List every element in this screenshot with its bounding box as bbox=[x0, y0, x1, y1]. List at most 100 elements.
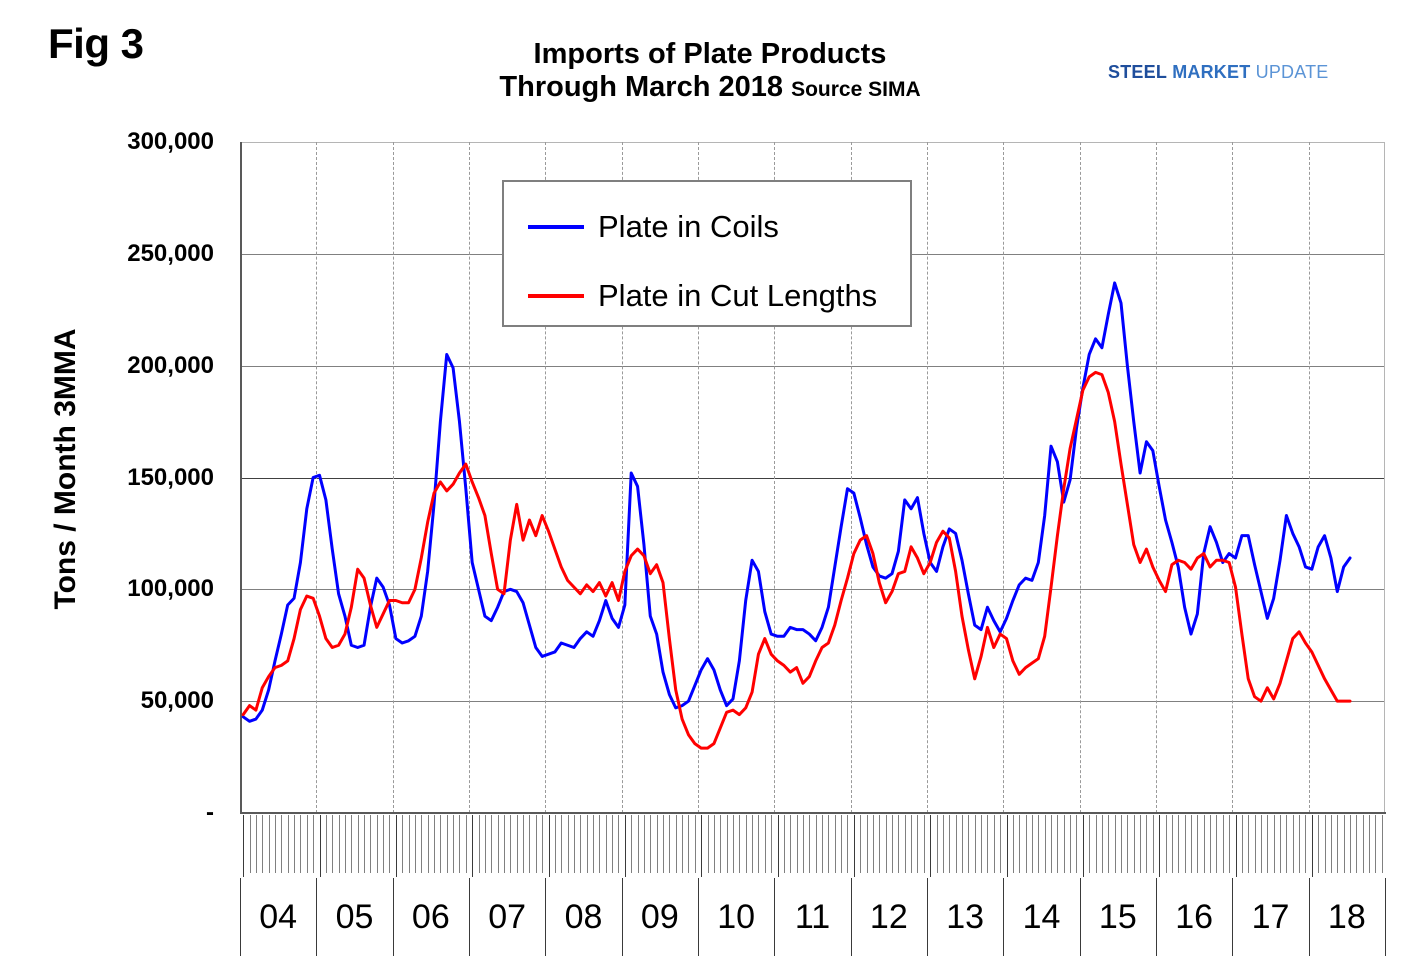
y-axis-tick-0: - bbox=[206, 799, 214, 826]
month-tick-167 bbox=[1305, 815, 1307, 873]
month-tick-84 bbox=[777, 815, 779, 877]
month-tick-13 bbox=[325, 815, 327, 873]
x-axis-label-06: 06 bbox=[411, 898, 450, 936]
month-tick-81 bbox=[758, 815, 760, 873]
month-tick-42 bbox=[510, 815, 512, 873]
vertical-gridline-10 bbox=[698, 142, 700, 813]
x-axis-label-08: 08 bbox=[564, 898, 603, 936]
month-tick-3 bbox=[262, 815, 264, 873]
month-tick-145 bbox=[1165, 815, 1167, 873]
month-tick-177 bbox=[1369, 815, 1371, 873]
x-axis-label-18: 18 bbox=[1327, 898, 1366, 936]
month-tick-51 bbox=[567, 815, 569, 873]
x-axis-label-15: 15 bbox=[1098, 898, 1137, 936]
month-tick-116 bbox=[981, 815, 983, 873]
month-tick-91 bbox=[822, 815, 824, 873]
month-tick-4 bbox=[268, 815, 270, 873]
x-axis-line bbox=[240, 812, 1386, 814]
month-tick-73 bbox=[707, 815, 709, 873]
month-tick-25 bbox=[402, 815, 404, 873]
month-tick-58 bbox=[612, 815, 614, 873]
vertical-gridline-18 bbox=[1308, 142, 1311, 813]
month-tick-57 bbox=[605, 815, 607, 873]
plot-top-border bbox=[240, 142, 1385, 143]
month-tick-26 bbox=[408, 815, 410, 873]
x-label-separator-05 bbox=[316, 878, 318, 956]
month-tick-142 bbox=[1146, 815, 1148, 873]
month-tick-106 bbox=[917, 815, 919, 873]
month-tick-19 bbox=[364, 815, 366, 873]
month-tick-67 bbox=[669, 815, 671, 873]
month-tick-47 bbox=[542, 815, 544, 873]
month-tick-8 bbox=[294, 815, 296, 873]
month-tick-110 bbox=[942, 815, 944, 873]
month-tick-40 bbox=[497, 815, 499, 873]
gridline-50000 bbox=[240, 701, 1385, 703]
month-tick-34 bbox=[459, 815, 461, 873]
month-tick-32 bbox=[446, 815, 448, 873]
month-tick-59 bbox=[618, 815, 620, 873]
month-tick-76 bbox=[726, 815, 728, 873]
gridline-100000 bbox=[240, 589, 1385, 591]
x-label-separator-13 bbox=[927, 878, 928, 956]
month-tick-108 bbox=[930, 815, 932, 877]
month-tick-139 bbox=[1127, 815, 1129, 873]
month-tick-121 bbox=[1012, 815, 1014, 873]
month-tick-18 bbox=[357, 815, 359, 873]
month-tick-178 bbox=[1375, 815, 1377, 873]
y-axis-line bbox=[240, 142, 242, 813]
month-tick-95 bbox=[847, 815, 849, 873]
month-tick-20 bbox=[370, 815, 372, 873]
month-tick-54 bbox=[586, 815, 588, 873]
legend-label-plate-in-cut-lengths: Plate in Cut Lengths bbox=[598, 278, 878, 313]
x-axis-label-17: 17 bbox=[1251, 898, 1290, 936]
month-tick-22 bbox=[383, 815, 385, 873]
x-axis-label-12: 12 bbox=[869, 898, 908, 936]
month-tick-147 bbox=[1178, 815, 1180, 873]
x-axis-label-05: 05 bbox=[335, 898, 374, 936]
month-tick-27 bbox=[414, 815, 416, 873]
y-axis-tick-100000: 100,000 bbox=[127, 575, 214, 603]
x-label-separator-06 bbox=[392, 878, 394, 956]
month-tick-89 bbox=[809, 815, 811, 873]
vertical-gridline-09 bbox=[621, 142, 624, 813]
month-tick-24 bbox=[395, 815, 397, 877]
vertical-gridline-13 bbox=[927, 142, 929, 813]
y-axis-tick-50000: 50,000 bbox=[140, 687, 214, 715]
x-label-separator-15 bbox=[1079, 878, 1081, 956]
x-axis-label-13: 13 bbox=[946, 898, 985, 936]
month-tick-174 bbox=[1350, 815, 1351, 873]
month-tick-125 bbox=[1038, 815, 1040, 873]
month-tick-97 bbox=[860, 815, 862, 873]
month-tick-64 bbox=[650, 815, 652, 873]
month-tick-173 bbox=[1343, 815, 1345, 873]
month-tick-66 bbox=[663, 815, 664, 873]
month-tick-70 bbox=[688, 815, 690, 873]
month-tick-109 bbox=[936, 815, 938, 873]
month-tick-132 bbox=[1082, 815, 1084, 877]
chart-title-line-2-text: Through March 2018 bbox=[499, 71, 784, 103]
x-label-separator-16 bbox=[1156, 878, 1157, 956]
month-tick-39 bbox=[491, 815, 493, 873]
month-tick-44 bbox=[523, 815, 525, 873]
month-tick-46 bbox=[535, 815, 537, 873]
x-label-separator-end bbox=[1385, 878, 1386, 956]
logo-word-market: MARKET bbox=[1172, 62, 1251, 82]
month-tick-29 bbox=[427, 815, 429, 873]
vertical-gridline-14 bbox=[1003, 142, 1005, 813]
vertical-gridline-06 bbox=[392, 142, 395, 813]
month-tick-37 bbox=[478, 815, 480, 873]
month-tick-7 bbox=[287, 815, 289, 873]
month-tick-146 bbox=[1171, 815, 1173, 873]
month-tick-101 bbox=[885, 815, 887, 873]
month-tick-36 bbox=[472, 815, 474, 877]
month-tick-62 bbox=[637, 815, 639, 873]
series-line-plate-in-cut-lengths bbox=[241, 370, 1352, 750]
month-tick-162 bbox=[1273, 815, 1275, 873]
x-axis-label-11: 11 bbox=[794, 898, 831, 936]
month-tick-171 bbox=[1330, 815, 1332, 873]
month-tick-140 bbox=[1133, 815, 1135, 873]
x-label-separator-10 bbox=[698, 878, 699, 956]
x-label-separator-07 bbox=[469, 878, 470, 956]
